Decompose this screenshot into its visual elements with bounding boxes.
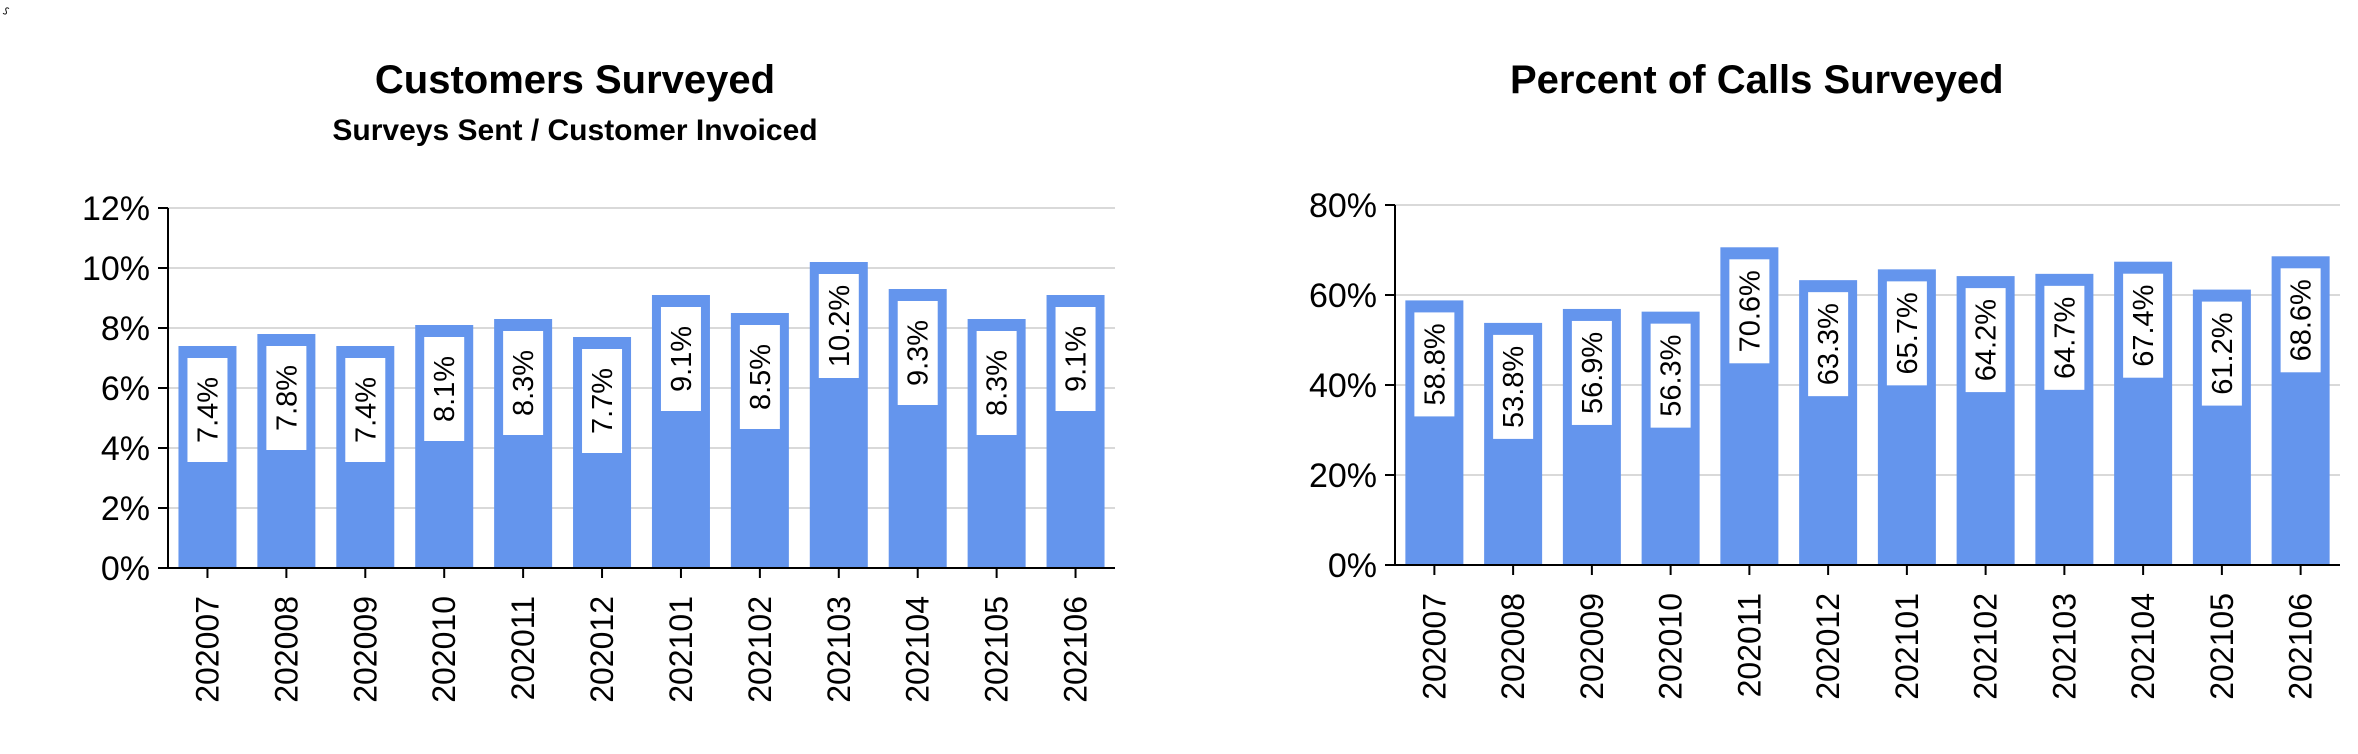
x-tick-label: 202010 <box>1653 593 1689 700</box>
data-label-box <box>897 301 938 405</box>
data-label: 61.2% <box>2207 312 2239 394</box>
data-label: 9.1% <box>666 326 698 392</box>
data-label-box <box>187 358 228 462</box>
y-tick-label: 20% <box>1309 457 1377 495</box>
data-label: 7.8% <box>271 365 303 431</box>
x-tick-label: 202011 <box>505 596 541 700</box>
x-tick-label: 202104 <box>900 596 936 703</box>
x-tick-label: 202008 <box>1495 593 1531 700</box>
x-tick-label: 202103 <box>821 596 857 703</box>
data-label-box <box>345 358 386 462</box>
data-label: 58.8% <box>1419 323 1451 405</box>
corner-glyph: ⸉ <box>2 4 11 23</box>
x-tick-label: 202105 <box>979 596 1015 703</box>
x-tick-label: 202012 <box>584 596 620 703</box>
data-label: 8.5% <box>745 344 777 410</box>
y-tick-label: 2% <box>101 490 150 528</box>
data-label-box <box>2280 268 2321 373</box>
data-label: 64.7% <box>2049 297 2081 379</box>
x-tick-label: 202101 <box>1889 593 1925 700</box>
data-label-box <box>1414 312 1455 417</box>
data-label: 63.3% <box>1813 303 1845 385</box>
chart-title: Customers Surveyed <box>374 58 776 102</box>
data-label-box <box>1055 307 1096 411</box>
data-label: 70.6% <box>1734 270 1766 352</box>
data-label: 9.1% <box>1061 326 1093 392</box>
y-tick-label: 6% <box>101 370 150 408</box>
data-label-box <box>424 337 465 441</box>
x-tick-label: 202007 <box>189 596 225 703</box>
x-tick-label: 202101 <box>663 596 699 703</box>
percent-calls-surveyed-plot: 0% 20% 40% 60% 80% 58.8% 202007 53.8% 202008 56.9… <box>1309 187 2340 700</box>
y-tick-label: 0% <box>1328 547 1377 585</box>
percent-calls-surveyed-chart: Percent of Calls Surveyed 0% 20% 40% 60% 80%… <box>1180 0 2358 754</box>
data-label: 8.3% <box>508 350 540 416</box>
x-tick-label: 202105 <box>2204 593 2240 700</box>
data-label: 65.7% <box>1892 292 1924 374</box>
data-label: 7.7% <box>587 368 619 434</box>
x-tick-label: 202012 <box>1810 593 1846 700</box>
data-label-box <box>2044 285 2085 390</box>
data-label-box <box>739 325 780 429</box>
x-tick-label: 202009 <box>1574 593 1610 700</box>
data-label-box <box>1886 281 1927 386</box>
data-label-box <box>266 346 307 450</box>
y-tick-label: 10% <box>82 250 150 288</box>
data-label: 56.9% <box>1577 332 1609 414</box>
y-tick-label: 60% <box>1309 277 1377 315</box>
data-label: 67.4% <box>2128 285 2160 367</box>
x-tick-label: 202103 <box>2046 593 2082 700</box>
x-tick-label: 202009 <box>347 596 383 703</box>
data-label-box <box>1571 320 1612 425</box>
data-label: 68.6% <box>2286 279 2318 361</box>
data-label-box <box>976 331 1017 435</box>
x-tick-label: 202008 <box>268 596 304 703</box>
x-tick-label: 202102 <box>1968 593 2004 700</box>
data-label: 8.1% <box>429 356 461 422</box>
y-tick-label: 80% <box>1309 187 1377 225</box>
chart-title: Percent of Calls Surveyed <box>1510 58 2004 102</box>
x-tick-label: 202106 <box>2283 593 2319 700</box>
data-label-box <box>1650 323 1691 428</box>
data-label-box <box>1808 292 1849 397</box>
chart-subtitle: Surveys Sent / Customer Invoiced <box>332 114 818 147</box>
data-label: 53.8% <box>1498 346 1530 428</box>
x-tick-label: 202011 <box>1731 593 1767 697</box>
data-label: 64.2% <box>1971 299 2003 381</box>
data-label: 10.2% <box>824 285 856 367</box>
data-label-box <box>503 331 544 435</box>
data-label-box <box>1965 288 2006 393</box>
data-label: 9.3% <box>903 320 935 386</box>
data-label-box <box>660 307 701 411</box>
y-tick-label: 4% <box>101 430 150 468</box>
data-label-box <box>582 349 623 453</box>
data-label-box <box>1493 334 1534 439</box>
y-tick-label: 0% <box>101 550 150 588</box>
y-tick-label: 40% <box>1309 367 1377 405</box>
x-tick-label: 202106 <box>1058 596 1094 703</box>
x-tick-label: 202010 <box>426 596 462 703</box>
data-label-box <box>2201 301 2242 406</box>
customers-surveyed-chart: Customers Surveyed Surveys Sent / Custom… <box>82 58 1115 703</box>
data-label-box <box>818 274 859 378</box>
data-label: 56.3% <box>1656 335 1688 417</box>
data-label: 7.4% <box>192 377 224 443</box>
customers-surveyed-plot: 0% 2% 4% 6% 8% 10% 12% 7.4% 202007 7.8% 202008 7.4%… <box>82 190 1115 703</box>
y-tick-label: 12% <box>82 190 150 228</box>
data-label: 8.3% <box>982 350 1014 416</box>
x-tick-label: 202007 <box>1416 593 1452 700</box>
data-label-box <box>2123 273 2164 378</box>
data-label-box <box>1729 259 1770 364</box>
data-label: 7.4% <box>350 377 382 443</box>
y-tick-label: 8% <box>101 310 150 348</box>
x-tick-label: 202104 <box>2125 593 2161 700</box>
x-tick-label: 202102 <box>742 596 778 703</box>
